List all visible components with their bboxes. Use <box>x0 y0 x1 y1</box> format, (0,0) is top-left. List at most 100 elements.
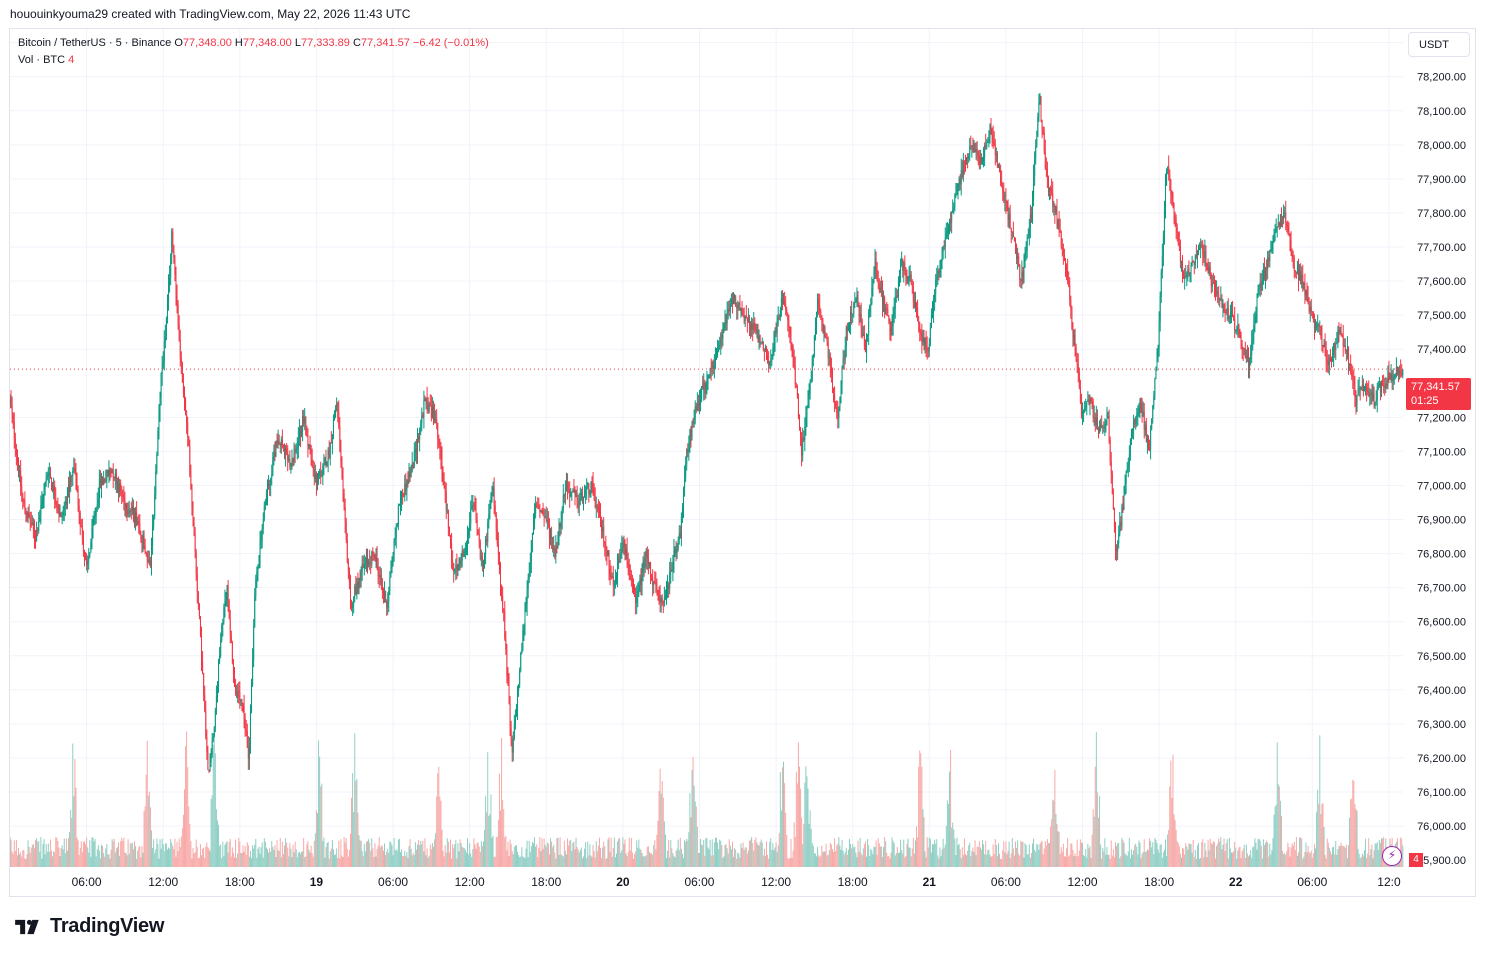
candle-body <box>13 421 15 439</box>
volume-bar <box>93 841 95 867</box>
candle-body <box>963 162 965 164</box>
volume-bar <box>1352 779 1354 867</box>
x-tick-label: 21 <box>923 875 937 889</box>
candle-body <box>838 407 840 418</box>
volume-bar <box>740 843 742 867</box>
candle-body <box>288 458 290 461</box>
candle-body <box>73 468 75 471</box>
volume-bar <box>1022 841 1024 867</box>
volume-label[interactable]: Vol · BTC <box>18 54 66 66</box>
volume-bar <box>1335 840 1337 867</box>
candle-body <box>674 549 676 551</box>
candle-body <box>269 484 271 486</box>
volume-bar <box>262 857 264 867</box>
candle-body <box>780 298 782 310</box>
volume-bar <box>813 853 815 867</box>
candle-body <box>741 307 743 314</box>
volume-bar <box>324 857 326 867</box>
currency-button[interactable]: USDT <box>1408 32 1470 57</box>
price-chart[interactable]: 78,300.0078,200.0078,100.0078,000.0077,9… <box>10 29 1476 896</box>
candle-body <box>718 346 720 352</box>
candle-body <box>769 361 771 366</box>
volume-bar <box>492 835 494 867</box>
volume-bar <box>497 819 499 867</box>
volume-bar <box>592 844 594 867</box>
volume-bar <box>670 840 672 867</box>
volume-bars <box>10 731 1404 867</box>
candle-body <box>889 320 891 332</box>
volume-bar <box>1245 844 1247 867</box>
candle-body <box>601 520 603 532</box>
volume-bar <box>417 844 419 867</box>
symbol-legend: Bitcoin / TetherUS · 5 · Binance O77,348… <box>18 35 489 69</box>
volume-bar <box>1323 826 1325 867</box>
volume-bar <box>613 837 615 867</box>
volume-bar <box>352 773 354 867</box>
lightning-icon[interactable]: ⚡ <box>1382 846 1402 866</box>
candle-body <box>539 508 541 513</box>
candle-body <box>221 625 223 641</box>
candle-body <box>1365 387 1367 389</box>
candle-body <box>626 549 628 563</box>
volume-bar <box>836 845 838 867</box>
volume-bar <box>44 854 46 867</box>
volume-bar <box>502 799 504 867</box>
candle-body <box>554 547 556 557</box>
candle-body <box>648 562 650 565</box>
volume-bar <box>575 837 577 867</box>
candle-body <box>410 471 412 478</box>
volume-bar <box>1176 841 1178 867</box>
candle-body <box>48 472 50 474</box>
volume-bar <box>1089 846 1091 867</box>
candle-body <box>669 572 671 589</box>
candle-body <box>562 494 564 510</box>
volume-bar <box>392 855 394 867</box>
volume-bar <box>1187 849 1189 867</box>
candle-body <box>787 313 789 321</box>
volume-bar <box>587 841 589 867</box>
volume-bar <box>778 833 780 867</box>
volume-bar <box>489 814 491 867</box>
candle-body <box>580 492 582 498</box>
author-credit: hououinkyouma29 created with TradingView… <box>10 7 411 21</box>
last-price-value: 77,341.57 <box>1411 381 1460 393</box>
candle-body <box>1039 96 1041 103</box>
volume-bar <box>381 846 383 867</box>
candle-body <box>194 534 196 553</box>
candle-body <box>557 535 559 548</box>
candle-body <box>620 552 622 559</box>
candle-body <box>656 585 658 591</box>
volume-bar <box>263 838 265 867</box>
symbol-name[interactable]: Bitcoin / TetherUS · 5 · Binance <box>18 37 172 49</box>
candle-body <box>1129 439 1131 456</box>
candle-body <box>864 345 866 352</box>
candle-body <box>1121 506 1123 527</box>
volume-bar <box>175 856 177 867</box>
candle-body <box>1291 251 1293 256</box>
volume-bar <box>1357 849 1359 867</box>
candle-body <box>243 705 245 718</box>
candle-body <box>668 584 670 589</box>
volume-bar <box>1175 829 1177 867</box>
volume-bar <box>1064 856 1066 867</box>
volume-bar <box>1349 817 1351 867</box>
candle-body <box>1063 254 1065 261</box>
volume-bar <box>845 847 847 867</box>
candle-body <box>249 712 251 747</box>
candle-body <box>281 439 283 446</box>
candle-body <box>256 571 258 580</box>
volume-bar <box>408 846 410 867</box>
candle-body <box>792 346 794 358</box>
candle-body <box>1271 242 1273 250</box>
volume-bar <box>1295 837 1297 867</box>
candle-body <box>868 312 870 336</box>
candle-body <box>982 161 984 163</box>
candle-body <box>429 403 431 406</box>
candle-body <box>880 287 882 289</box>
volume-bar <box>1354 804 1356 867</box>
candle-body <box>696 403 698 411</box>
volume-bar <box>920 753 922 867</box>
candle-body <box>424 399 426 402</box>
volume-bar <box>220 844 222 867</box>
volume-bar <box>541 838 543 867</box>
